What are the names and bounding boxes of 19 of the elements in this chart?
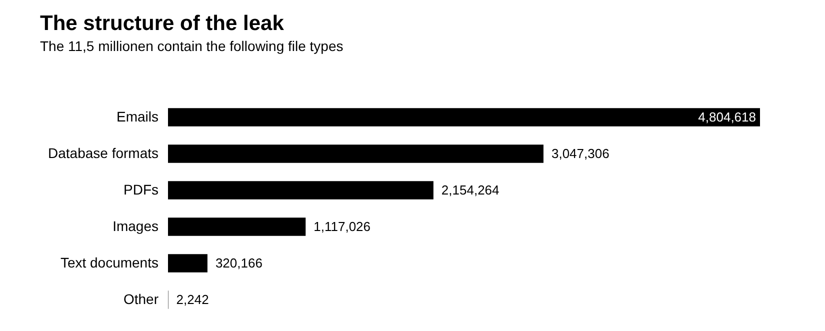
data-label: 2,242 bbox=[176, 292, 209, 307]
y-tick-label: Other bbox=[123, 290, 159, 307]
y-tick-label: Database formats bbox=[48, 144, 158, 161]
bar bbox=[168, 218, 306, 236]
y-tick-label: Text documents bbox=[60, 254, 158, 270]
data-label: 2,154,264 bbox=[441, 182, 500, 198]
data-label: 320,166 bbox=[215, 255, 262, 270]
chart-title: The structure of the leak bbox=[40, 12, 284, 35]
chart-subtitle: The 11,5 millionen contain the following file types bbox=[40, 38, 344, 54]
data-label: 3,047,306 bbox=[551, 146, 610, 161]
data-label: 1,117,026 bbox=[314, 218, 371, 234]
y-tick-label: Images bbox=[112, 218, 158, 234]
bar bbox=[168, 144, 544, 163]
y-tick-label: PDFs bbox=[124, 181, 158, 198]
bar bbox=[168, 108, 760, 126]
data-label: 4,804,618 bbox=[698, 109, 756, 124]
bar bbox=[168, 254, 208, 272]
bar bbox=[168, 181, 434, 200]
y-tick-label: Emails bbox=[116, 108, 158, 124]
